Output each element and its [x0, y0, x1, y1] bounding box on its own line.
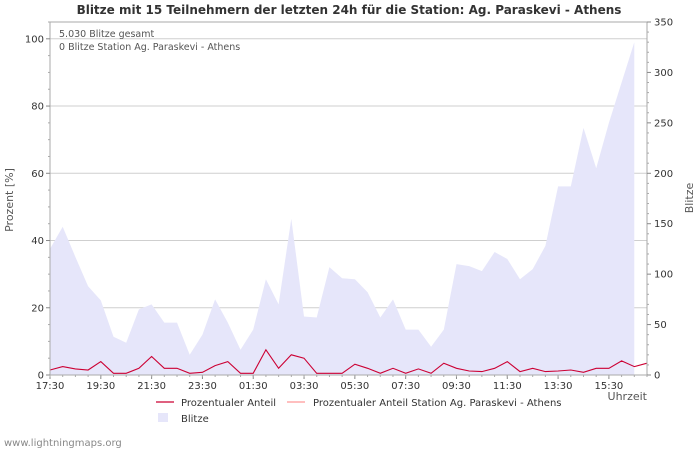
right-tick-label: 150 [654, 219, 673, 230]
x-tick-label: 13:30 [544, 381, 573, 392]
left-tick-label: 80 [31, 102, 44, 113]
blitze-area-layer [50, 42, 635, 375]
left-axis-ticks: 0 20 40 60 80 100 [25, 21, 50, 382]
blitze-area [50, 42, 635, 375]
legend: Prozentualer Anteil Prozentualer Anteil … [156, 398, 562, 425]
legend-swatch-blitze [158, 413, 168, 422]
x-tick-label: 03:30 [290, 381, 319, 392]
chart-title: Blitze mit 15 Teilnehmern der letzten 24… [77, 3, 622, 17]
left-tick-label: 0 [38, 371, 44, 382]
x-tick-label: 21:30 [137, 381, 166, 392]
station-strikes-note: 0 Blitze Station Ag. Paraskevi - Athens [59, 42, 240, 53]
x-tick-label: 05:30 [340, 381, 369, 392]
left-tick-label: 100 [25, 34, 44, 45]
legend-label-station: Prozentualer Anteil Station Ag. Paraskev… [313, 398, 562, 409]
total-strikes-note: 5.030 Blitze gesamt [59, 29, 154, 40]
x-tick-label: 19:30 [86, 381, 115, 392]
left-tick-label: 40 [31, 236, 44, 247]
right-tick-label: 100 [654, 270, 673, 281]
plot-frame [49, 21, 648, 376]
footer-url: www.lightningmaps.org [4, 438, 122, 449]
x-axis-label: Uhrzeit [608, 390, 648, 403]
x-tick-label: 15:30 [594, 381, 623, 392]
right-axis-label: Blitze [683, 183, 696, 214]
right-tick-label: 50 [654, 320, 667, 331]
right-tick-label: 250 [654, 118, 673, 129]
left-axis-label: Prozent [%] [3, 168, 16, 232]
right-tick-label: 300 [654, 68, 673, 79]
legend-label-blitze: Blitze [181, 414, 209, 425]
x-axis-ticks: 17:30 19:30 21:30 23:30 01:30 03:30 05:30 07:30… [36, 375, 648, 392]
right-tick-label: 200 [654, 169, 673, 180]
x-tick-label: 07:30 [391, 381, 420, 392]
right-tick-label: 0 [654, 371, 660, 382]
x-tick-label: 11:30 [493, 381, 522, 392]
left-tick-label: 60 [31, 169, 44, 180]
legend-label-anteil: Prozentualer Anteil [181, 398, 276, 409]
left-tick-label: 20 [31, 303, 44, 314]
x-tick-label: 23:30 [188, 381, 217, 392]
x-tick-label: 09:30 [442, 381, 471, 392]
x-tick-label: 17:30 [36, 381, 65, 392]
right-axis-ticks: 0 50 100 150 200 250 300 350 [647, 18, 673, 382]
x-tick-label: 01:30 [239, 381, 268, 392]
anteil-line [49, 348, 648, 374]
right-tick-label: 350 [654, 18, 673, 29]
